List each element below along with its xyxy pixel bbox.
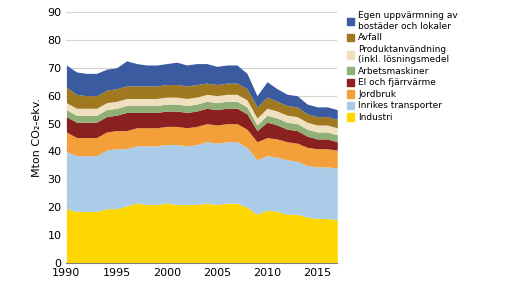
Legend: Egen uppvärmning av
bostäder och lokaler, Avfall, Produktanvändning
(inkl. lösni: Egen uppvärmning av bostäder och lokaler… xyxy=(347,11,458,122)
Y-axis label: Mton CO₂-ekv.: Mton CO₂-ekv. xyxy=(32,98,42,177)
